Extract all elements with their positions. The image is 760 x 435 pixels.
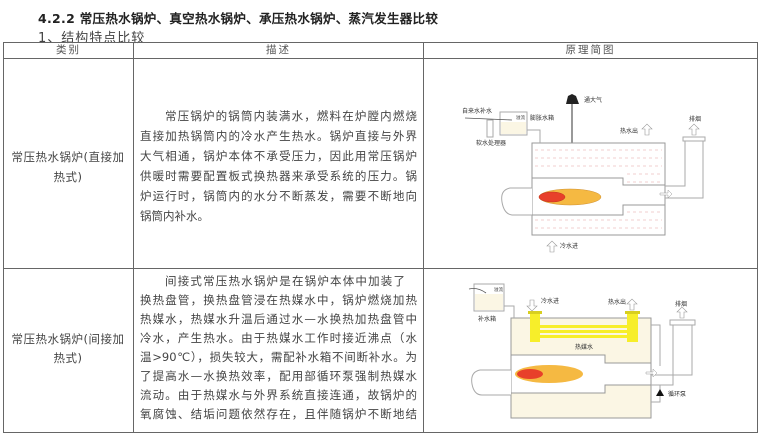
category-label: 常压热水锅炉(间接加 <box>11 332 125 346</box>
row-divider <box>3 268 757 269</box>
flame-inner <box>538 191 566 203</box>
table-border <box>3 42 757 43</box>
label-softener: 软水处理器 <box>476 139 506 147</box>
description-line: 冷水，产生热水。由于热媒水工作时接近沸点（水 <box>140 331 417 345</box>
description-line: 常压锅炉的锅筒内装满水，燃料在炉膛内燃烧 <box>165 109 417 123</box>
tank-water <box>475 294 503 310</box>
category-label: 常压热水锅炉(直接加 <box>11 150 125 164</box>
arrow-up-icon <box>626 298 638 311</box>
chimney-cap <box>669 319 696 326</box>
label-overflow: 溢流 <box>494 286 503 293</box>
description-line: 氧腐蚀、结垢问题依然存在，且伴随锅炉不断地结 <box>140 407 417 421</box>
flame-inner <box>517 369 543 379</box>
section-heading: 4.2.2 常压热水锅炉、真空热水锅炉、承压热水锅炉、蒸汽发生器比较 <box>38 11 439 26</box>
flue-arrow-icon <box>645 368 658 378</box>
table-border <box>3 58 757 59</box>
category-label: 热式) <box>53 351 83 365</box>
description-line: 炉运行时，锅筒内的水分不断蒸发，需要不断地向 <box>140 189 417 203</box>
arrow-up-icon <box>688 123 700 136</box>
label-vent: 通大气 <box>584 96 602 104</box>
header-diagram: 原理简图 <box>565 44 616 56</box>
makeup-pipe <box>464 117 513 121</box>
makeup-pipe <box>468 288 487 294</box>
column-divider <box>133 42 134 433</box>
label-flue: 排烟 <box>689 115 701 123</box>
label-flue: 排烟 <box>675 300 687 308</box>
label-hot-out: 热水出 <box>608 298 626 306</box>
burner <box>471 369 511 396</box>
description-line: 了提高水—水换热效率，配用部循环泵强制热媒水 <box>140 369 417 383</box>
header-category: 类别 <box>56 44 81 56</box>
flue-pipe <box>651 324 693 386</box>
label-makeup-tank: 补水箱 <box>478 315 496 323</box>
description-line: 锅筒内补水。 <box>140 209 209 223</box>
chimney-cap <box>682 136 706 142</box>
description-line: 直接加热锅筒内的冷水产生热水。锅炉直接与外界 <box>140 129 417 143</box>
flue-pipe <box>665 139 704 199</box>
label-hot-out: 热水出 <box>620 127 638 135</box>
pump-icon <box>656 389 664 396</box>
description-line: 换热盘管，换热盘管浸在热媒水中，锅炉燃烧加热 <box>140 293 417 307</box>
label-pump: 循环泵 <box>668 390 686 398</box>
flue-arrow-icon <box>659 189 673 199</box>
label-overflow: 溢流 <box>516 114 525 121</box>
description-line: 大气相通，锅炉本体不承受压力，因此用常压锅炉 <box>140 149 417 163</box>
arrow-up-icon <box>641 123 653 136</box>
label-cold-in: 冷水进 <box>560 242 578 250</box>
tank-pipe <box>504 305 515 318</box>
description-line: 热媒水，热媒水升温后通过水—水换热加热盘管中 <box>140 312 417 326</box>
column-divider <box>423 42 424 433</box>
softener <box>486 119 494 138</box>
direct-boiler-diagram: 自来水补水 溢流 膨胀水箱 软水处理器 通大气 热水出 排烟 冷水进 <box>462 94 706 253</box>
arrow-up-icon <box>676 306 688 319</box>
arrow-down-icon <box>526 299 538 312</box>
category-label: 热式) <box>53 170 83 184</box>
description-line: 间接式常压热水锅炉是在锅炉本体中加装了 <box>165 274 405 288</box>
label-medium-water: 热媒水 <box>575 343 593 351</box>
label-expansion-tank: 膨胀水箱 <box>530 114 554 122</box>
description-line: 流动。由于热媒水与外界系统直接连通，故锅炉的 <box>140 388 417 402</box>
header-description: 描述 <box>266 44 291 56</box>
tank-water <box>501 122 526 134</box>
indirect-boiler-diagram: 溢流 补水箱 冷水进 热水出 排烟 热媒水 循环泵 <box>468 283 696 419</box>
description-line: 温>90℃），损失较大，需配补水箱不间断补水。为 <box>140 350 417 364</box>
vent-cap <box>566 94 579 104</box>
tank-pipe <box>527 129 541 143</box>
arrow-up-icon <box>546 240 558 253</box>
label-cold-in: 冷水进 <box>541 297 559 305</box>
burner <box>501 187 532 216</box>
description-line: 供暖时需要配置板式换热器来承受系统的压力。锅 <box>140 169 417 183</box>
label-makeup: 自来水补水 <box>462 107 492 115</box>
heat-exchange-coil <box>528 311 640 342</box>
table-border <box>3 42 4 433</box>
table-border <box>757 42 758 433</box>
table-border <box>3 432 757 433</box>
